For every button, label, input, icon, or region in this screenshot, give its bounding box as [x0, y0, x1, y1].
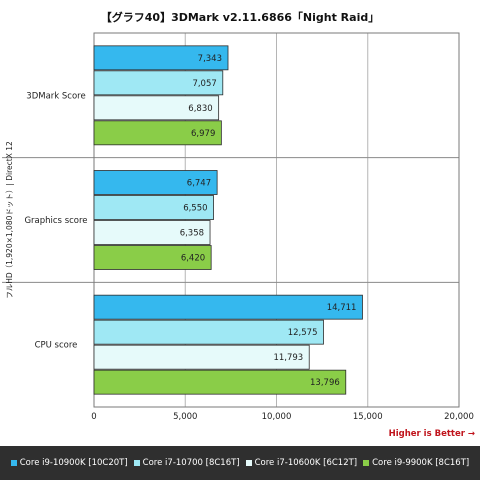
legend-label: Core i7-10700 [8C16T]	[142, 458, 240, 468]
bar	[93, 344, 310, 370]
category-label: CPU score	[35, 341, 78, 351]
bar	[93, 195, 214, 220]
legend-item: Core i9-10900K [10C20T]	[10, 458, 128, 468]
legend-swatch	[10, 460, 17, 466]
data-label: 6,550	[183, 204, 207, 214]
chart-plot: 7,343 7,057 6,830 6,979 3DMark Score 6,747 6,5…	[2, 32, 475, 439]
data-label: 6,979	[191, 129, 215, 139]
data-label: 6,420	[181, 254, 205, 264]
legend-label: Core i9-9900K [8C16T]	[372, 458, 470, 468]
x-tick-label: 20,000	[444, 412, 474, 422]
legend-label: Core i9-10900K [10C20T]	[19, 458, 128, 468]
legend-swatch	[363, 460, 370, 466]
plot-frame	[93, 32, 460, 408]
legend-swatch	[245, 460, 252, 466]
data-label: 6,747	[187, 179, 211, 189]
bar	[93, 369, 347, 395]
bar	[93, 70, 224, 96]
bar	[93, 245, 212, 270]
legend-item: Core i9-9900K [8C16T]	[363, 458, 469, 468]
data-label: 13,796	[310, 378, 340, 388]
bar	[93, 294, 363, 320]
bar	[93, 319, 324, 345]
data-label: 11,793	[273, 353, 303, 363]
chart-legend: Core i9-10900K [10C20T] Core i7-10700 [8C…	[0, 446, 480, 480]
data-label: 6,358	[180, 229, 204, 239]
data-label: 6,830	[188, 104, 212, 114]
legend-label: Core i7-10600K [6C12T]	[254, 458, 358, 468]
x-tick-label: 0	[91, 412, 96, 422]
bar	[93, 95, 220, 121]
data-label: 7,057	[192, 79, 216, 89]
legend-swatch	[133, 460, 140, 466]
bar	[93, 120, 222, 146]
category-label: Graphics score	[24, 216, 87, 226]
higher-is-better-note: Higher is Better →	[389, 429, 475, 439]
bar	[93, 220, 211, 245]
bar	[93, 170, 218, 195]
legend-item: Core i7-10600K [6C12T]	[245, 458, 358, 468]
legend-item: Core i7-10700 [8C16T]	[133, 458, 240, 468]
bar	[93, 45, 229, 71]
x-tick-label: 5,000	[173, 412, 197, 422]
y-axis-label: フルHD（1,920×1,080ドット）| DirectX 12	[5, 141, 14, 299]
x-tick-label: 15,000	[353, 412, 383, 422]
data-label: 7,343	[198, 54, 222, 64]
data-label: 14,711	[327, 303, 357, 313]
data-label: 12,575	[288, 328, 318, 338]
x-tick-label: 10,000	[262, 412, 292, 422]
chart-title: 【グラフ40】3DMark v2.11.6866「Night Raid」	[100, 11, 380, 24]
category-label: 3DMark Score	[26, 91, 85, 101]
